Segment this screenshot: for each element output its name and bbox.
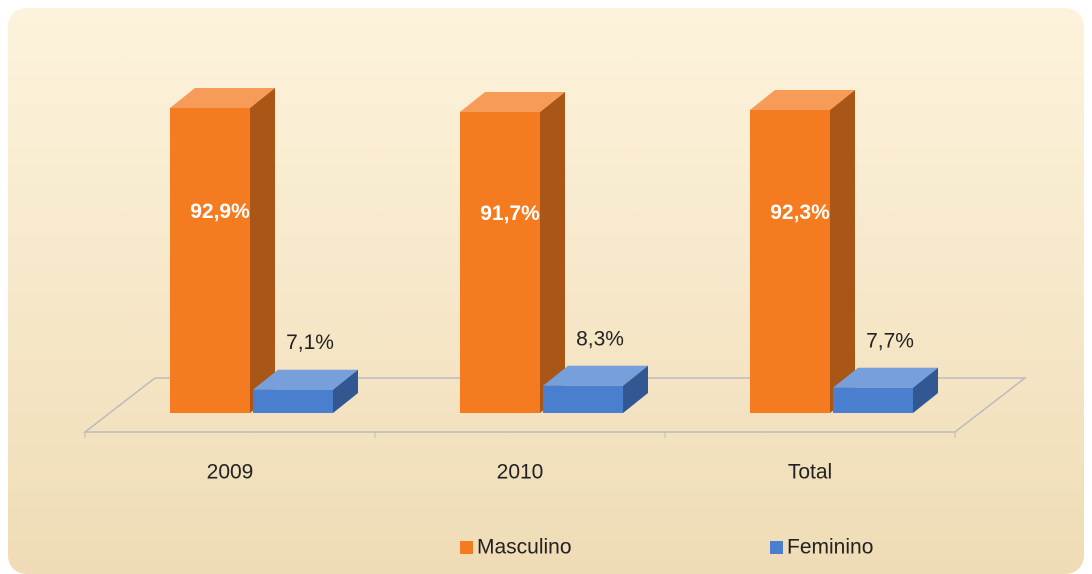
legend-label: Masculino <box>477 536 572 559</box>
bar <box>170 88 275 413</box>
bar-side-shade <box>623 365 648 413</box>
bar-top <box>543 365 648 386</box>
bar-front <box>170 108 250 413</box>
bar-side-shade <box>540 91 565 413</box>
bar-side <box>333 369 358 413</box>
bar-top-shade <box>833 367 938 388</box>
bar-front <box>253 389 333 413</box>
bar-top-shade <box>750 89 855 110</box>
data-label: 8,3% <box>576 327 624 350</box>
x-tick-label: 2009 <box>207 461 254 484</box>
bar-side <box>250 88 275 413</box>
legend-label: Feminino <box>787 536 873 559</box>
x-tick-label: 2010 <box>497 461 544 484</box>
data-label: 92,9% <box>190 200 250 223</box>
bar-side-shade <box>830 89 855 414</box>
bar-side <box>540 91 565 413</box>
bar-side <box>623 365 648 413</box>
bar-front <box>543 385 623 413</box>
bar-side-shade <box>913 367 938 413</box>
bar-side-shade <box>333 369 358 413</box>
bar <box>460 91 565 413</box>
data-label: 92,3% <box>770 201 830 224</box>
bar <box>750 89 855 414</box>
bar-top <box>833 367 938 388</box>
bar-side <box>830 89 855 414</box>
bar-top <box>253 369 358 390</box>
bar-top-shade <box>543 365 648 386</box>
x-tick-label: Total <box>788 461 832 484</box>
bar-front <box>833 387 913 413</box>
bar <box>543 365 648 413</box>
bar <box>253 369 358 413</box>
legend-swatch <box>460 541 473 554</box>
legend-swatch <box>770 541 783 554</box>
bar-top <box>170 88 275 108</box>
bar-front <box>460 111 540 413</box>
bar-side <box>913 367 938 413</box>
bar-front <box>750 109 830 414</box>
data-label: 7,7% <box>866 329 914 352</box>
bar-top <box>460 91 565 112</box>
bar-top-shade <box>460 91 565 112</box>
bar <box>833 367 938 413</box>
bar-top-shade <box>170 88 275 108</box>
bar-top <box>750 89 855 110</box>
bar-top-shade <box>253 369 358 390</box>
data-label: 7,1% <box>286 331 334 354</box>
data-label: 91,7% <box>480 202 540 225</box>
bar-side-shade <box>250 88 275 413</box>
